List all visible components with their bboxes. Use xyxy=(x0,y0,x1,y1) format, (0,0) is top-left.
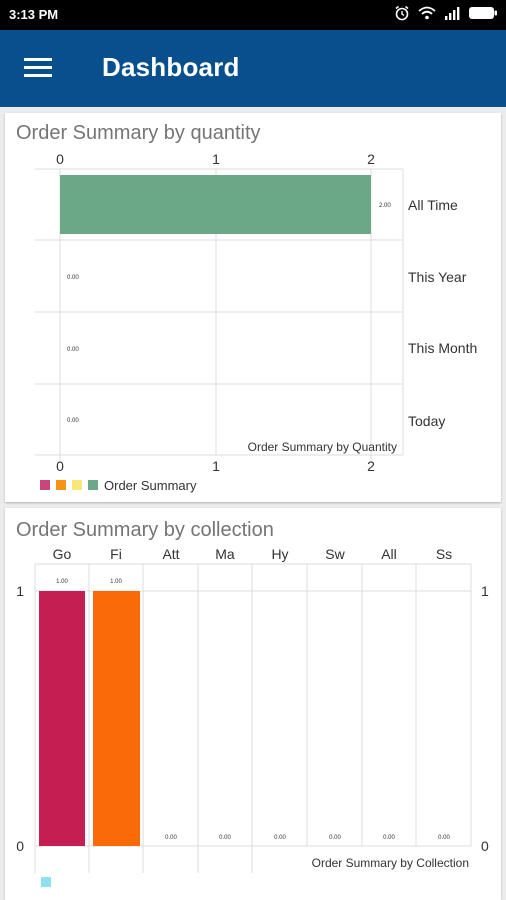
category-label-today: Today xyxy=(408,413,445,429)
legend-swatch-0 xyxy=(40,480,50,490)
bar-all-time xyxy=(60,175,371,234)
alarm-icon xyxy=(395,5,409,21)
value-label-all: 0.00 xyxy=(383,835,395,841)
app-bar: Dashboard xyxy=(0,30,506,107)
y-tick-right-1: 1 xyxy=(481,583,489,599)
value-label-go: 1.00 xyxy=(56,579,68,585)
status-icons xyxy=(394,5,498,21)
order-quantity-card: Order Summary by quantity 0 1 2 0 1 2 Al… xyxy=(5,113,501,502)
value-label-this-month: 0.00 xyxy=(67,347,79,353)
category-label-this-month: This Month xyxy=(408,340,477,356)
category-label-att: Att xyxy=(162,546,179,562)
y-tick-left-0: 0 xyxy=(16,838,24,854)
x-tick-bottom-2: 2 xyxy=(367,458,375,474)
value-label-ma: 0.00 xyxy=(219,835,231,841)
y-tick-right-0: 0 xyxy=(481,838,489,854)
y-tick-left-1: 1 xyxy=(16,583,24,599)
category-label-go: Go xyxy=(53,546,72,562)
bar-go xyxy=(39,591,85,846)
category-label-hy: Hy xyxy=(271,546,288,562)
collection-chart: Go Fi Att Ma Hy Sw All Ss 1.00 1.00 0.00… xyxy=(16,546,489,887)
value-label-fi: 1.00 xyxy=(110,579,122,585)
x-tick-bottom-0: 0 xyxy=(56,458,64,474)
chart-description-collection: Order Summary by Collection xyxy=(312,856,469,870)
x-tick-bottom-1: 1 xyxy=(212,458,220,474)
category-label-fi: Fi xyxy=(110,546,122,562)
quantity-chart: 0 1 2 0 1 2 All Time This Year This Mont… xyxy=(35,151,477,493)
category-label-sw: Sw xyxy=(325,546,345,562)
value-label-today: 0.00 xyxy=(67,418,79,424)
value-label-this-year: 0.00 xyxy=(67,275,79,281)
card-title-collection: Order Summary by collection xyxy=(16,519,274,541)
x-tick-top-2: 2 xyxy=(367,151,375,167)
category-label-all: All xyxy=(381,546,397,562)
status-time: 3:13 PM xyxy=(9,7,59,22)
chart-description-quantity: Order Summary by Quantity xyxy=(248,440,397,454)
value-label-all-time: 2.00 xyxy=(379,203,391,209)
value-label-ss: 0.00 xyxy=(438,835,450,841)
status-bar: 3:13 PM xyxy=(0,0,506,30)
value-label-sw: 0.00 xyxy=(329,835,341,841)
category-label-all-time: All Time xyxy=(408,197,458,213)
signal-icon xyxy=(445,7,460,20)
legend-label: Order Summary xyxy=(104,478,197,493)
category-label-ss: Ss xyxy=(436,546,452,562)
legend-swatch-2 xyxy=(72,480,82,490)
legend-swatch-1 xyxy=(56,480,66,490)
legend-swatch-3 xyxy=(88,480,98,490)
x-tick-top-1: 1 xyxy=(212,151,220,167)
legend-swatch xyxy=(41,877,51,887)
card-title-quantity: Order Summary by quantity xyxy=(16,122,261,144)
order-collection-card: Order Summary by collection Go Fi Att Ma… xyxy=(5,508,501,900)
x-tick-top-0: 0 xyxy=(56,151,64,167)
bar-fi xyxy=(93,591,140,846)
wifi-icon xyxy=(418,6,436,20)
category-label-this-year: This Year xyxy=(408,269,467,285)
value-label-hy: 0.00 xyxy=(274,835,286,841)
menu-icon[interactable] xyxy=(24,56,54,80)
value-label-att: 0.00 xyxy=(165,835,177,841)
page-title: Dashboard xyxy=(102,52,240,82)
battery-icon xyxy=(469,7,497,19)
category-label-ma: Ma xyxy=(215,546,235,562)
